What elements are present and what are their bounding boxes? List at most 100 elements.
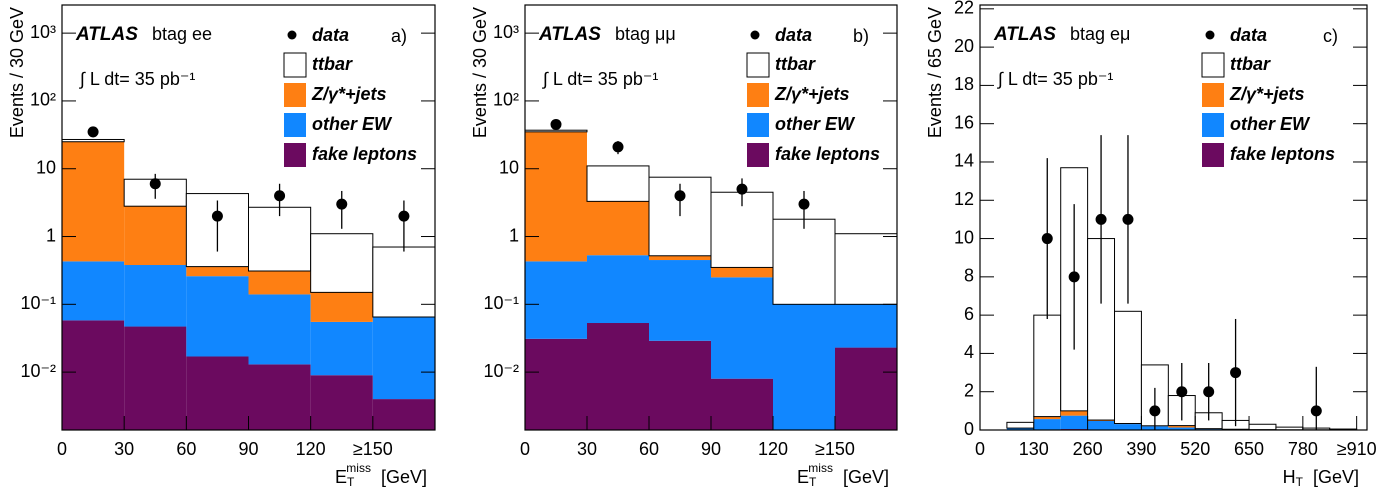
y-tick-label: 20 (954, 36, 974, 56)
legend-label: Z/γ*+jets (1229, 84, 1305, 104)
legend-label: ttbar (312, 54, 353, 74)
histogram-segment (525, 131, 587, 262)
histogram-segment (62, 141, 125, 262)
histogram-segment (1168, 425, 1196, 428)
histogram-segment (310, 233, 374, 293)
x-tick-label: 30 (577, 439, 597, 459)
legend-swatch (284, 113, 306, 137)
y-tick-label: 10⁻² (20, 361, 56, 381)
data-point (1203, 386, 1215, 398)
histogram-segment (835, 347, 897, 430)
y-tick-label: 10³ (30, 22, 56, 42)
channel-label: btag μμ (615, 24, 676, 44)
histogram-segment (372, 316, 435, 400)
data-point (1041, 233, 1053, 245)
x-label-sup: miss (346, 461, 371, 475)
x-label-main: E (797, 467, 809, 487)
x-label-sub: T (347, 475, 355, 489)
panel: 0 2 4 6 8 10 12 14 16 18 20 22 0 130 260 390 520 650 780 ≥9… (925, 0, 1377, 489)
data-point (274, 190, 286, 202)
histogram-segment (124, 265, 187, 327)
histogram-segment (649, 255, 711, 261)
data-point (1310, 405, 1322, 417)
x-tick-label: 520 (1180, 439, 1210, 459)
histogram-segment (248, 294, 311, 365)
legend-swatch (1202, 113, 1224, 137)
legend-marker (1205, 30, 1215, 40)
histogram-segment (186, 266, 249, 277)
y-tick-label: 2 (964, 380, 974, 400)
atlas-label: ATLAS (75, 24, 138, 45)
y-tick-label: 10 (954, 227, 974, 247)
histogram-segment (372, 246, 436, 318)
legend-swatch (747, 113, 769, 137)
y-tick-label: 0 (964, 419, 974, 439)
histogram-segment (1033, 416, 1061, 420)
data-point (211, 210, 223, 222)
panel-label: c) (1323, 26, 1338, 46)
legend-label: fake leptons (775, 144, 880, 164)
legend-swatch (1202, 143, 1224, 167)
y-tick-label: 8 (964, 266, 974, 286)
legend-swatch (1202, 83, 1224, 107)
legend-swatch (746, 52, 770, 78)
x-tick-label: ≥910 (1337, 439, 1377, 459)
histogram-segment (773, 304, 835, 430)
atlas-label: ATLAS (993, 24, 1056, 45)
legend-marker (750, 30, 760, 40)
legend-label: data (1230, 25, 1267, 45)
y-tick-label: 22 (954, 0, 974, 18)
x-label-main: E (335, 467, 347, 487)
y-tick-label: 10 (499, 157, 519, 177)
legend-swatch (1201, 52, 1225, 78)
histogram-segment (1033, 314, 1062, 418)
x-tick-label: 30 (114, 439, 134, 459)
y-tick-label: 16 (954, 112, 974, 132)
histogram-segment (1060, 410, 1088, 416)
lumi-label: ∫ L dt= 35 pb⁻¹ (541, 69, 658, 89)
panel-label: a) (391, 26, 407, 46)
x-tick-label: 650 (1234, 439, 1264, 459)
data-point (336, 198, 348, 210)
data-point (550, 118, 562, 130)
y-tick-label: 10⁻¹ (20, 293, 56, 313)
y-tick-label: 14 (954, 151, 974, 171)
data-point (1149, 405, 1161, 417)
y-tick-label: 6 (964, 304, 974, 324)
histogram-segment (835, 304, 897, 348)
y-tick-label: 1 (509, 225, 519, 245)
legend-label: data (312, 25, 349, 45)
x-label-sup: miss (808, 461, 833, 475)
data-point (1068, 271, 1080, 283)
y-tick-label: 10² (493, 90, 519, 110)
panel: 10⁻² 10⁻¹ 1 10 10² 10³ 0 30 60 90 120 ≥150 ATLAS btag… (470, 4, 898, 489)
data-point (736, 183, 748, 195)
legend-label: other EW (1230, 114, 1311, 134)
x-label-unit: [GeV] (1313, 467, 1359, 487)
panel-label: b) (853, 26, 869, 46)
histogram-segment (1060, 415, 1088, 430)
x-tick-label: 780 (1288, 439, 1318, 459)
x-tick-label: 0 (975, 439, 985, 459)
histogram-segment (587, 255, 649, 324)
channel-label: btag eμ (1070, 24, 1130, 44)
histogram-segment (649, 260, 711, 341)
data-point (1095, 213, 1107, 225)
histogram-segment (711, 267, 773, 278)
legend-label: Z/γ*+jets (774, 84, 850, 104)
y-tick-label: 1 (46, 225, 56, 245)
panel: 10⁻² 10⁻¹ 1 10 10² 10³ 0 30 60 90 120 ≥150 ATLAS btag… (7, 4, 436, 489)
data-point (798, 198, 810, 210)
data-point (398, 210, 410, 222)
legend-marker (287, 30, 297, 40)
histogram-segment (124, 206, 187, 266)
histogram-segment (711, 378, 773, 430)
y-tick-label: 10 (36, 157, 56, 177)
x-axis-label: ETmiss [GeV] (797, 461, 889, 489)
histogram-segment (1248, 423, 1277, 431)
data-point (87, 126, 99, 138)
x-tick-label: 60 (176, 439, 196, 459)
histogram-segment (1033, 419, 1061, 430)
channel-label: btag ee (152, 24, 212, 44)
x-tick-label: 0 (520, 439, 530, 459)
